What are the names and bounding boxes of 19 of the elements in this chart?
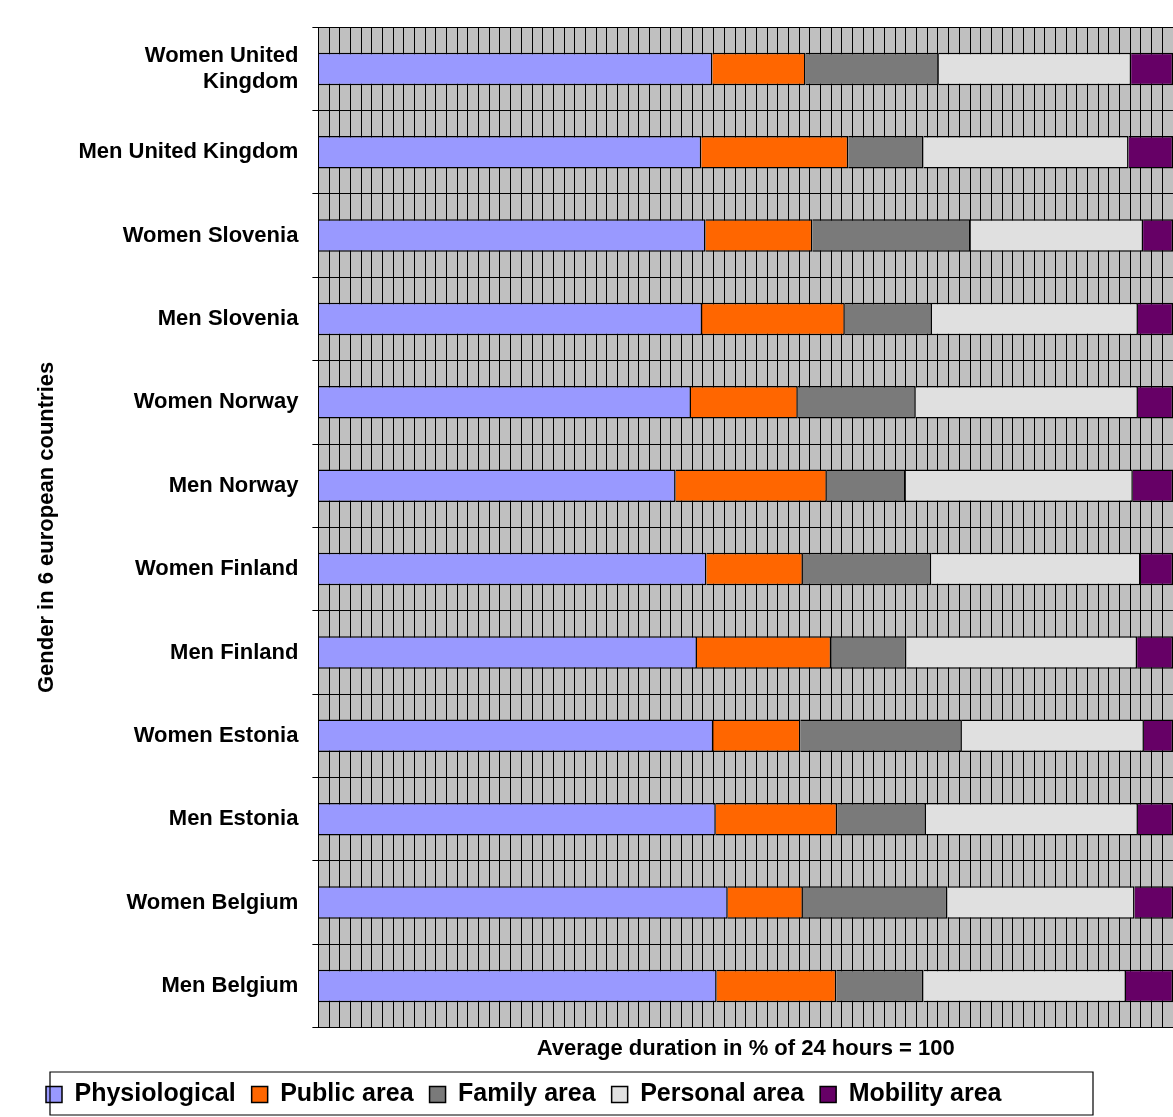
y-tick-label: Men Belgium: [161, 971, 299, 997]
y-tick-label: Women Norway: [133, 388, 300, 414]
x-axis-title: Average duration in % of 24 hours = 100: [536, 1034, 955, 1060]
y-tick-label: Women United Kingdom: [144, 41, 299, 94]
y-axis-title: Gender in 6 european countries: [33, 361, 59, 694]
legend-label: Physiological: [74, 1078, 236, 1107]
y-tick-label: Men Norway: [168, 471, 300, 497]
legend-label: Family area: [458, 1078, 597, 1107]
legend-label: Mobility area: [848, 1078, 1003, 1107]
y-tick-label: Women Finland: [135, 555, 299, 581]
y-tick-label: Men Estonia: [168, 805, 300, 831]
legend-label: Public area: [280, 1078, 415, 1107]
legend-label: Personal area: [640, 1078, 806, 1107]
y-tick-label: Women Slovenia: [122, 221, 300, 247]
y-tick-label: Men Finland: [170, 638, 299, 664]
y-tick-label: Men United Kingdom: [78, 138, 299, 164]
y-tick-label: Women Estonia: [133, 721, 300, 747]
y-tick-label: Men Slovenia: [157, 305, 300, 331]
y-tick-label: Women Belgium: [126, 888, 299, 914]
